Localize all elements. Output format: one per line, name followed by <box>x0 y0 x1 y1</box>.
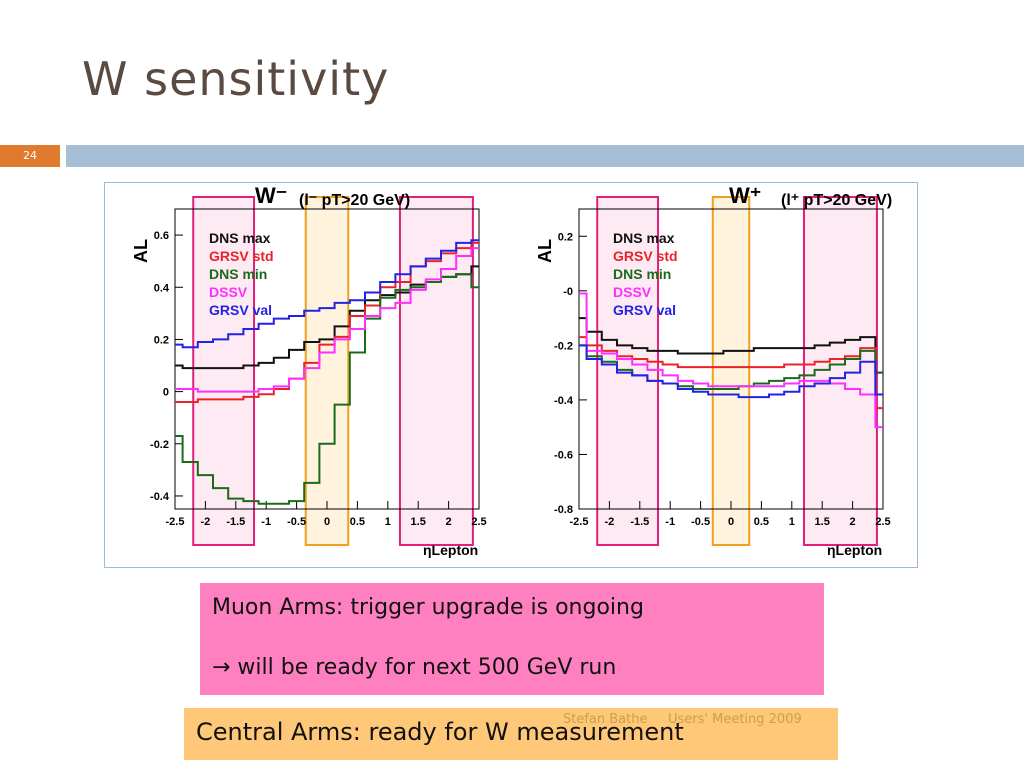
legend-entry: GRSV std <box>209 248 274 264</box>
series-line-dns_min <box>579 344 883 390</box>
x-tick-label: -0.5 <box>287 516 306 528</box>
muon-arms-text: Muon Arms: trigger upgrade is ongoing <box>212 595 644 620</box>
x-tick-label: 2.5 <box>875 516 890 528</box>
plot-w-minus: -2.5 -2 -1.5 -1 -0.5 0 0.5 1 1.5 2 2.5 -0.4 -0.2 0 0.2… <box>131 183 487 558</box>
highlight-band <box>192 196 256 546</box>
y-tick-label: 0 <box>163 387 169 399</box>
x-tick-label: -1 <box>261 516 271 528</box>
highlight-band <box>802 196 878 546</box>
muon-arms-followup: → will be ready for next 500 GeV run <box>212 655 617 680</box>
y-tick-label: -0.4 <box>554 395 574 407</box>
legend-entry: DNS min <box>613 266 671 282</box>
series-line-dssv <box>579 292 883 429</box>
legend-entry: DNS max <box>209 230 271 246</box>
x-tick-label: -0.5 <box>691 516 710 528</box>
series-line-grsv_val <box>579 344 883 399</box>
y-tick-label: 0.2 <box>558 231 573 243</box>
footer-event: Users' Meeting 2009 <box>668 712 802 727</box>
x-tick-label: -2.5 <box>166 516 185 528</box>
x-axis-label: ηLepton <box>423 542 478 558</box>
chart-canvas: -2.5 -2 -1.5 -1 -0.5 0 0.5 1 1.5 2 2.5 -0.4 -0.2 0 0.2… <box>131 183 892 558</box>
series-line-grsv_val <box>175 239 479 349</box>
x-tick-label: -2 <box>201 516 211 528</box>
x-tick-label: 1.5 <box>411 516 426 528</box>
y-axis-label: AL <box>535 239 555 263</box>
highlight-band <box>398 196 474 546</box>
series-line-grsv_std <box>175 241 479 404</box>
x-tick-label: 2 <box>850 516 856 528</box>
legend-entry: DSSV <box>613 284 652 300</box>
figure-panel: -2.5 -2 -1.5 -1 -0.5 0 0.5 1 1.5 2 2.5 -0.4 -0.2 0 0.2… <box>104 182 918 568</box>
x-tick-label: 2 <box>446 516 452 528</box>
muon-arms-box: Muon Arms: trigger upgrade is ongoing → … <box>200 583 824 695</box>
x-tick-label: -2.5 <box>570 516 589 528</box>
y-tick-label: -0.8 <box>554 504 573 516</box>
x-tick-label: -2 <box>605 516 615 528</box>
y-tick-label: 0.6 <box>154 230 169 242</box>
x-tick-label: -1 <box>665 516 675 528</box>
legend-entry: GRSV val <box>613 302 676 318</box>
slide-title: W sensitivity <box>82 52 390 106</box>
series-line-dns_max <box>579 317 883 374</box>
x-tick-label: -1.5 <box>226 516 245 528</box>
header-band <box>66 145 1024 167</box>
series-line-dssv <box>175 247 479 393</box>
y-tick-label: -0.2 <box>150 439 169 451</box>
legend-entry: DNS min <box>209 266 267 282</box>
plot-title: W⁺ <box>729 183 761 208</box>
plot-annotation: (l⁻ pT>20 GeV) <box>299 192 410 209</box>
x-tick-label: 0.5 <box>754 516 769 528</box>
y-tick-label: -0.4 <box>150 491 170 503</box>
central-arms-text: Central Arms: ready for W measurement <box>196 718 684 746</box>
legend-entry: DNS max <box>613 230 675 246</box>
x-axis-label: ηLepton <box>827 542 882 558</box>
x-tick-label: -1.5 <box>630 516 649 528</box>
footer-author: Stefan Bathe <box>563 712 648 727</box>
y-tick-label: -0 <box>563 286 573 298</box>
legend-entry: GRSV std <box>613 248 678 264</box>
slide-number: 24 <box>0 145 60 167</box>
x-tick-label: 0 <box>728 516 734 528</box>
y-tick-label: -0.2 <box>554 340 573 352</box>
legend-entry: GRSV val <box>209 302 272 318</box>
x-tick-label: 0.5 <box>350 516 365 528</box>
plot-w-plus: -2.5 -2 -1.5 -1 -0.5 0 0.5 1 1.5 2 2.5 -0.8 -0.6 -0.4… <box>535 183 892 558</box>
highlight-band <box>711 196 751 546</box>
y-axis-label: AL <box>131 239 151 263</box>
y-tick-label: 0.2 <box>154 334 169 346</box>
x-tick-label: 1.5 <box>815 516 830 528</box>
plot-annotation: (l⁺ pT>20 GeV) <box>781 192 892 209</box>
highlight-band <box>596 196 660 546</box>
y-tick-label: -0.6 <box>554 449 573 461</box>
central-arms-box: Central Arms: ready for W measurement <box>184 708 838 760</box>
series-line-dns_min <box>175 273 479 505</box>
x-tick-label: 0 <box>324 516 330 528</box>
highlight-band <box>304 196 350 546</box>
plot-title: W⁻ <box>255 183 287 208</box>
y-tick-label: 0.4 <box>154 282 170 294</box>
x-tick-label: 1 <box>385 516 391 528</box>
legend-entry: DSSV <box>209 284 248 300</box>
x-tick-label: 2.5 <box>471 516 486 528</box>
x-tick-label: 1 <box>789 516 795 528</box>
